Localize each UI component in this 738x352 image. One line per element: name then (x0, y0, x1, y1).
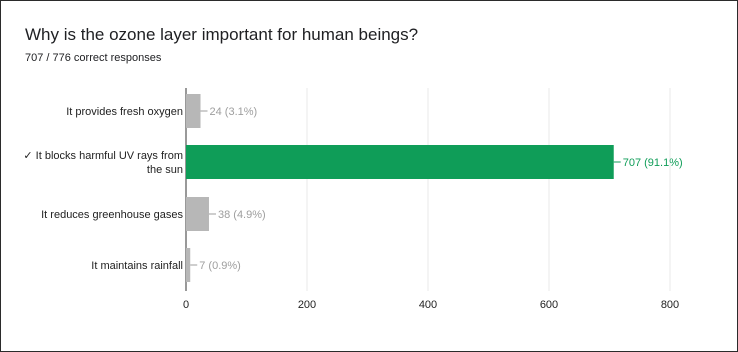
value-label: 707 (91.1%) (623, 157, 683, 169)
value-label: 38 (4.9%) (218, 209, 266, 221)
category-label: It provides fresh oxygen (66, 106, 183, 118)
value-label: 24 (3.1%) (210, 106, 258, 118)
x-tick-label: 200 (298, 299, 316, 311)
bar (186, 248, 191, 282)
x-tick-label: 400 (419, 299, 437, 311)
category-label: the sun (147, 164, 183, 176)
bar (186, 197, 209, 231)
category-label: ✓ It blocks harmful UV rays from (23, 150, 183, 162)
x-tick-label: 0 (183, 299, 189, 311)
x-tick-label: 600 (540, 299, 558, 311)
correct-responses-summary: 707 / 776 correct responses (25, 52, 162, 64)
category-label: It maintains rainfall (91, 260, 183, 272)
bar (186, 94, 201, 128)
bar (186, 145, 614, 179)
question-title: Why is the ozone layer important for hum… (25, 25, 419, 44)
category-label: It reduces greenhouse gases (41, 209, 183, 221)
value-label: 7 (0.9%) (199, 260, 241, 272)
x-tick-label: 800 (661, 299, 679, 311)
